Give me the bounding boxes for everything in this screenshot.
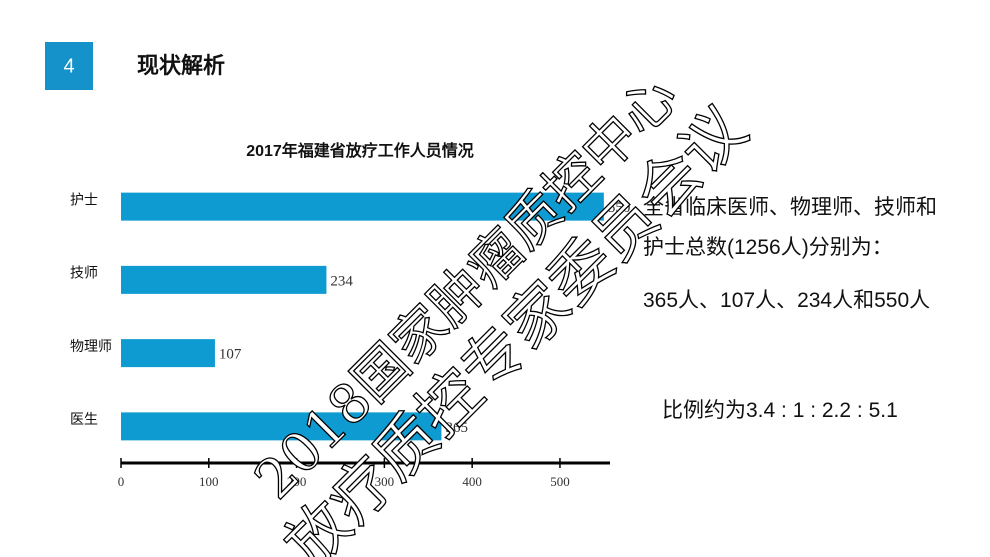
bar: [121, 412, 442, 441]
paragraph: 比例约为3.4 : 1 : 2.2 : 5.1: [662, 399, 898, 422]
x-tick-label: 0: [118, 474, 125, 489]
x-tick-label: 200: [287, 474, 307, 489]
section-title: 现状解析: [137, 53, 225, 78]
value-label: 107: [219, 347, 242, 363]
y-tick-label: 医生: [70, 411, 98, 427]
y-tick-label: 护士: [70, 191, 98, 207]
value-label: 365: [445, 420, 468, 436]
x-tick-label: 500: [550, 474, 570, 489]
section-number: 4: [63, 55, 74, 77]
x-tick-label: 400: [462, 474, 482, 489]
chart-title: 2017年福建省放疗工作人员情况: [246, 141, 474, 160]
bar: [121, 265, 327, 294]
bar: [121, 339, 215, 368]
y-tick-label: 技师: [70, 265, 98, 281]
number-box: [45, 42, 93, 90]
value-label: 550: [608, 200, 631, 216]
bar: [121, 192, 604, 221]
paragraph: 全省临床医师、物理师、技师和护士总数(1256人)分别为：: [643, 196, 937, 259]
x-tick-label: 300: [375, 474, 395, 489]
value-label: 234: [330, 273, 353, 289]
y-tick-label: 物理师: [70, 338, 112, 354]
paragraph: 365人、107人、234人和550人: [643, 289, 931, 312]
x-tick-label: 100: [199, 474, 219, 489]
